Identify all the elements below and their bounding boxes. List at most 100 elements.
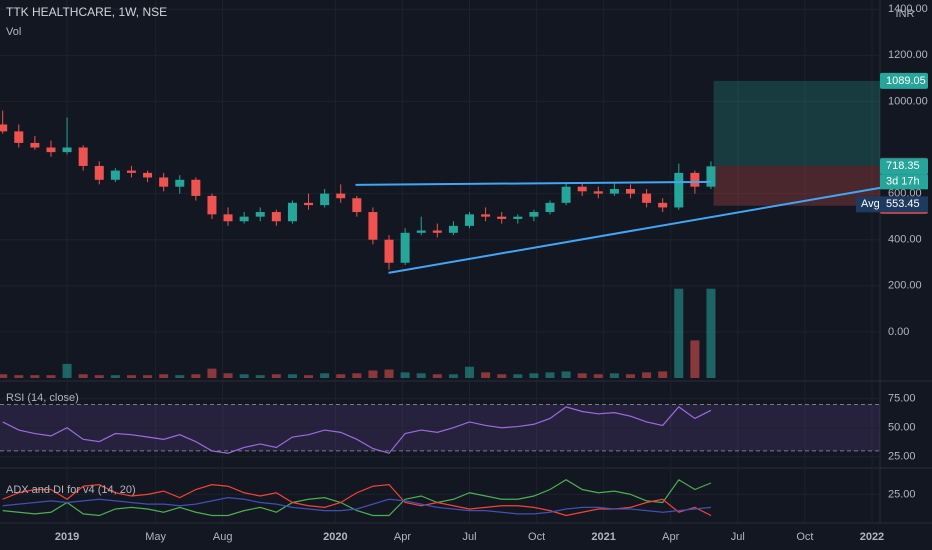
volume-bar xyxy=(642,372,652,378)
candle-body xyxy=(448,225,458,233)
candle-body xyxy=(94,165,104,180)
candle-body xyxy=(593,191,603,194)
volume-bar xyxy=(14,375,24,378)
candle-body xyxy=(175,179,185,187)
candle-body xyxy=(14,131,24,143)
volume-bar xyxy=(175,375,185,378)
volume-bar xyxy=(239,374,249,378)
volume-bar xyxy=(110,375,120,378)
candle-body xyxy=(191,179,201,196)
adx-title: ADX and DI for v4 (14, 20) xyxy=(6,484,136,496)
candle-body xyxy=(30,142,40,148)
candle-body xyxy=(239,216,249,222)
candle-body xyxy=(642,193,652,203)
avg-label: Avg xyxy=(861,198,880,210)
x-tick-label: Oct xyxy=(796,531,813,543)
candle-body xyxy=(706,166,716,187)
candle-body xyxy=(207,195,217,215)
volume-bar xyxy=(432,374,442,378)
price-tag xyxy=(880,158,928,175)
indicator-line xyxy=(2,483,712,517)
x-tick-label: Aug xyxy=(213,531,233,543)
x-tick-label: 2022 xyxy=(860,531,884,543)
volume-bar xyxy=(191,374,201,378)
volume-bar xyxy=(352,373,362,378)
y-tick-label: 0.00 xyxy=(888,326,909,338)
volume-bar xyxy=(690,340,700,378)
candle-body xyxy=(384,239,394,263)
candle-body xyxy=(432,230,442,233)
y-tick-label: 1400.00 xyxy=(888,3,928,15)
volume-bar xyxy=(368,370,378,378)
volume-bar xyxy=(706,288,716,378)
candle-body xyxy=(465,214,475,226)
candle-body xyxy=(271,212,281,222)
y-tick-label: 25.00 xyxy=(888,488,916,500)
candle-body xyxy=(78,147,88,166)
volume-bar xyxy=(384,369,394,378)
volume-bar xyxy=(320,373,330,378)
candle-body xyxy=(609,189,619,194)
x-tick-label: Jul xyxy=(462,531,476,543)
volume-bar xyxy=(255,375,265,378)
volume-bar xyxy=(143,375,153,378)
volume-bar xyxy=(674,288,684,378)
candle-body xyxy=(513,216,523,219)
y-tick-label: 50.00 xyxy=(888,422,916,434)
candle-body xyxy=(400,232,410,263)
candle-body xyxy=(0,124,8,132)
indicator-line xyxy=(2,406,712,454)
volume-bar xyxy=(593,374,603,378)
volume-bar xyxy=(577,373,587,378)
candle-body xyxy=(658,202,668,208)
y-tick-label: 75.00 xyxy=(888,393,916,405)
currency[interactable]: INR xyxy=(896,8,915,20)
rsi-title: RSI (14, close) xyxy=(6,392,79,404)
volume-bar xyxy=(207,368,217,378)
volume-bar xyxy=(30,375,40,378)
volume-bar xyxy=(62,363,72,378)
candle-body xyxy=(159,177,169,187)
candle-body xyxy=(320,193,330,206)
x-tick-label: Apr xyxy=(394,531,411,543)
x-tick-label: Jul xyxy=(731,531,745,543)
candle-body xyxy=(368,212,378,240)
price-tag-label: 1089.05 xyxy=(886,75,926,87)
indicator-line xyxy=(2,478,712,517)
volume-bar xyxy=(287,374,297,378)
indicator-line xyxy=(2,497,712,515)
volume-bar xyxy=(561,371,571,378)
candle-body xyxy=(143,172,153,178)
y-tick-label: 200.00 xyxy=(888,280,922,292)
x-tick-label: May xyxy=(145,531,166,543)
countdown-tag xyxy=(880,174,928,190)
volume-bar xyxy=(625,374,635,378)
candle-body xyxy=(62,147,72,153)
x-tick-label: Apr xyxy=(662,531,679,543)
volume-bar xyxy=(159,374,169,378)
volume-bar xyxy=(497,374,507,378)
candle-body xyxy=(126,170,136,173)
candle-body xyxy=(690,172,700,187)
candle-body xyxy=(352,198,362,213)
volume-bar xyxy=(126,375,136,378)
countdown-label: 3d 17h xyxy=(886,176,920,188)
volume-bar xyxy=(448,374,458,378)
candle-body xyxy=(255,212,265,217)
volume-bar xyxy=(545,372,555,378)
candle-body xyxy=(287,202,297,222)
candle-body xyxy=(110,170,120,180)
volume-bar xyxy=(529,373,539,378)
avg-value: 553.45 xyxy=(886,198,920,210)
volume-bar xyxy=(513,374,523,378)
trendline xyxy=(355,180,711,186)
x-tick-label: 2020 xyxy=(323,531,347,543)
volume-bar xyxy=(465,366,475,378)
candle-body xyxy=(416,230,426,233)
price-tag-label: 718.35 xyxy=(886,160,920,172)
y-tick-label: 1200.00 xyxy=(888,49,928,61)
volume-bar xyxy=(94,375,104,378)
volume-bar xyxy=(271,374,281,378)
